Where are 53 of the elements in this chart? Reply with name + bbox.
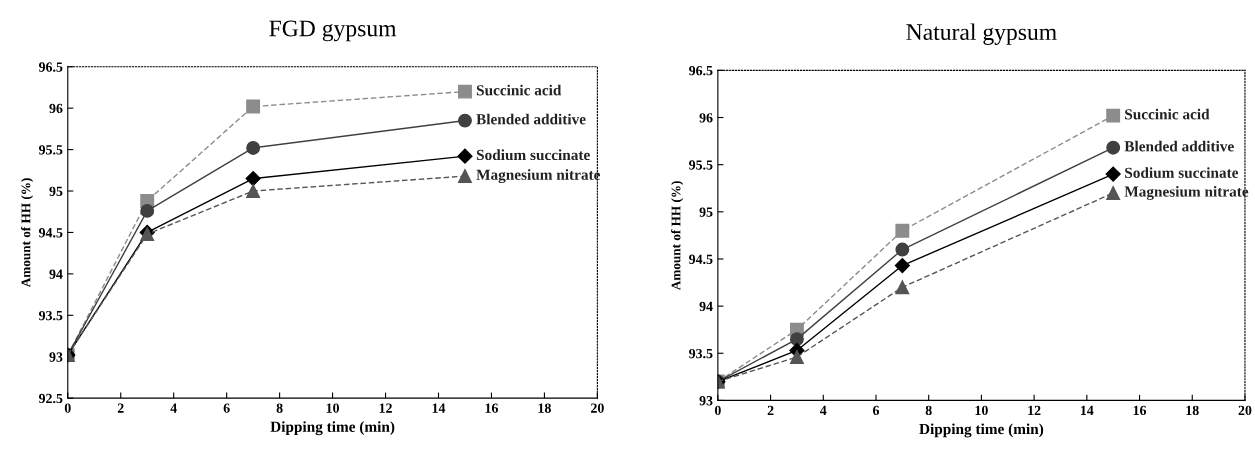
x-tick-label: 4 (170, 403, 177, 413)
x-tick-label: 16 (1133, 405, 1147, 416)
y-tick-label: 92.5 (38, 393, 63, 404)
y-tick-label: 95 (49, 186, 63, 196)
chart-title: FGD gypsum (269, 20, 397, 42)
y-tick-label: 95 (699, 207, 713, 217)
x-tick-label: 14 (1081, 405, 1094, 415)
y-tick-label: 95.5 (38, 145, 63, 155)
x-tick-label: 12 (379, 403, 392, 413)
x-tick-label: 6 (223, 403, 230, 413)
series-label: Blended additive (1124, 140, 1234, 152)
x-tick-label: 4 (820, 405, 827, 415)
y-tick-label: 93 (49, 352, 63, 362)
y-tick-label: 94 (49, 269, 63, 279)
chart-title: Natural gypsum (906, 23, 1057, 45)
series-label: Magnesium nitrate (476, 169, 601, 184)
x-tick-label: 10 (326, 403, 339, 413)
x-tick-label: 6 (872, 405, 880, 416)
x-tick-label: 16 (485, 403, 498, 413)
y-tick-label: 96 (49, 103, 63, 114)
x-tick-label: 18 (538, 403, 551, 413)
series-label: Blended additive (476, 113, 586, 125)
x-tick-label: 8 (276, 403, 283, 413)
x-tick-label: 0 (64, 403, 71, 413)
series-label: Succinic acid (476, 84, 562, 96)
series-label: Magnesium nitrate (1124, 185, 1249, 200)
y-tick-label: 96 (699, 113, 713, 123)
x-axis-title: Dipping time (min) (919, 423, 1044, 438)
y-tick-label: 95.5 (689, 160, 713, 170)
series-label: Succinic acid (1125, 108, 1210, 120)
x-axis-title: Dipping time (min) (270, 421, 395, 436)
x-tick-label: 18 (1186, 405, 1199, 416)
x-tick-label: 8 (925, 405, 932, 416)
x-tick-label: 14 (432, 403, 446, 413)
x-tick-label: 12 (1028, 405, 1041, 415)
y-axis-title: Amount of HH (%) (20, 178, 34, 288)
x-tick-label: 2 (117, 403, 124, 413)
y-tick-label: 96.5 (38, 62, 63, 72)
y-tick-label: 96.5 (689, 65, 713, 76)
x-tick-label: 10 (975, 405, 988, 416)
x-tick-label: 20 (1238, 405, 1252, 416)
series-label: Sodium succinate (476, 149, 590, 161)
y-tick-label: 93 (699, 396, 713, 406)
x-tick-label: 0 (714, 405, 721, 416)
y-tick-label: 94.5 (38, 228, 63, 238)
y-tick-label: 94.5 (689, 254, 713, 264)
y-tick-label: 93.5 (38, 310, 63, 321)
y-tick-label: 94 (699, 301, 713, 312)
x-tick-label: 20 (591, 403, 604, 413)
x-tick-label: 2 (767, 405, 774, 415)
y-axis-title: Amount of HH (%) (671, 181, 684, 291)
series-label: Sodium succinate (1125, 167, 1239, 178)
y-tick-label: 93.5 (689, 348, 713, 359)
